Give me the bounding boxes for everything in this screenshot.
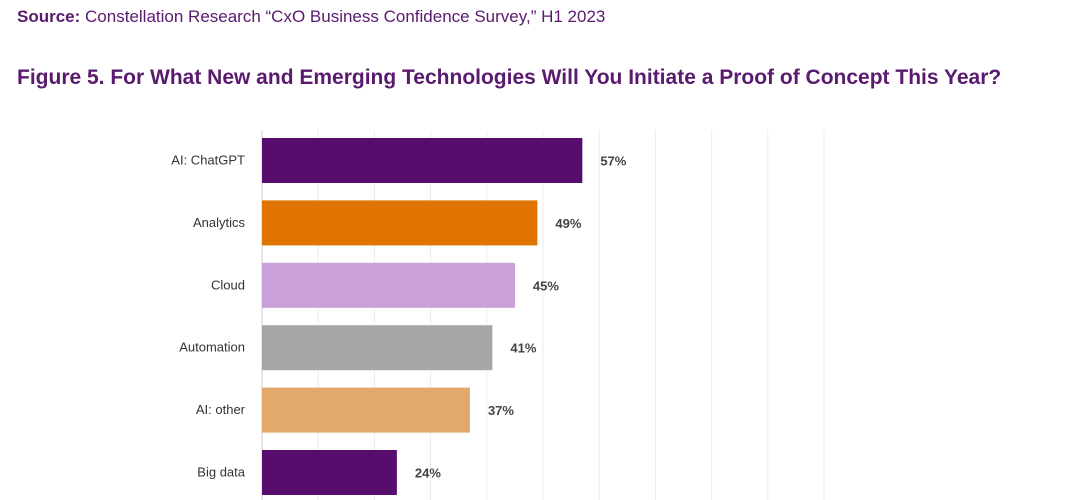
source-text: Constellation Research “CxO Business Con…	[85, 7, 606, 26]
data-label: 49%	[555, 216, 581, 231]
bar	[262, 325, 493, 371]
data-label: 45%	[533, 278, 559, 293]
bar	[262, 138, 583, 183]
source-note: Source: Constellation Research “CxO Busi…	[17, 7, 605, 27]
source-label: Source:	[17, 7, 81, 26]
category-label: AI: ChatGPT	[171, 153, 245, 168]
bar	[262, 387, 470, 433]
category-label: Analytics	[193, 215, 246, 230]
category-label: Cloud	[211, 277, 245, 292]
bar	[262, 262, 515, 308]
data-label: 57%	[600, 154, 626, 169]
category-label: AI: other	[196, 402, 246, 417]
bar	[262, 450, 397, 495]
data-label: 24%	[415, 466, 441, 481]
data-label: 41%	[510, 341, 536, 356]
category-label: Automation	[179, 340, 245, 355]
chart-title: Figure 5. For What New and Emerging Tech…	[17, 66, 1002, 89]
data-label: 37%	[488, 403, 514, 418]
bar	[262, 200, 538, 246]
category-label: Big data	[197, 465, 245, 480]
